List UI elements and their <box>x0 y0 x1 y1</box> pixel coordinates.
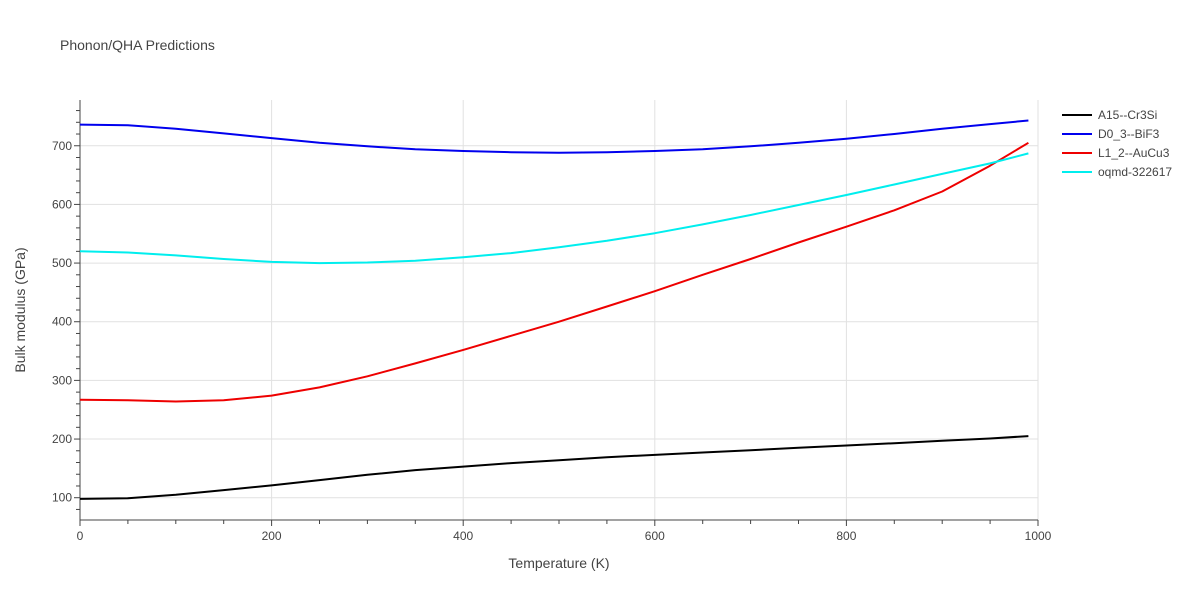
legend-item[interactable]: oqmd-322617 <box>1062 165 1172 179</box>
legend-label: oqmd-322617 <box>1098 165 1172 179</box>
series-line-4[interactable] <box>79 152 1029 265</box>
legend: A15--Cr3Si D0_3--BiF3 L1_2--AuCu3 oqmd-3226… <box>1062 108 1172 179</box>
series-lines <box>79 119 1029 500</box>
x-tick-label: 800 <box>836 529 856 543</box>
x-tick-label: 600 <box>645 529 665 543</box>
legend-item[interactable]: D0_3--BiF3 <box>1062 127 1160 141</box>
y-axis-title: Bulk modulus (GPa) <box>12 247 28 372</box>
x-tick-label: 0 <box>77 529 84 543</box>
axes: 100 200 300 400 500 600 700 0 200 400 600 800 1000 <box>52 100 1052 543</box>
legend-label: D0_3--BiF3 <box>1098 127 1160 141</box>
x-axis-title: Temperature (K) <box>508 555 609 571</box>
y-tick-label: 600 <box>52 197 72 211</box>
legend-item[interactable]: A15--Cr3Si <box>1062 108 1157 122</box>
y-tick-label: 400 <box>52 315 72 329</box>
series-line-1[interactable] <box>79 435 1029 500</box>
x-tick-label: 200 <box>262 529 282 543</box>
legend-label: L1_2--AuCu3 <box>1098 146 1170 160</box>
gridlines <box>80 100 1039 520</box>
y-tick-label: 100 <box>52 491 72 505</box>
y-tick-label: 700 <box>52 139 72 153</box>
series-line-3[interactable] <box>79 141 1029 403</box>
legend-item[interactable]: L1_2--AuCu3 <box>1062 146 1170 160</box>
y-tick-label: 200 <box>52 432 72 446</box>
legend-label: A15--Cr3Si <box>1098 108 1157 122</box>
x-tick-label: 400 <box>453 529 473 543</box>
series-line-2[interactable] <box>79 119 1029 154</box>
x-tick-label: 1000 <box>1025 529 1052 543</box>
y-tick-label: 300 <box>52 373 72 387</box>
y-tick-label: 500 <box>52 256 72 270</box>
chart-title: Phonon/QHA Predictions <box>60 37 215 53</box>
